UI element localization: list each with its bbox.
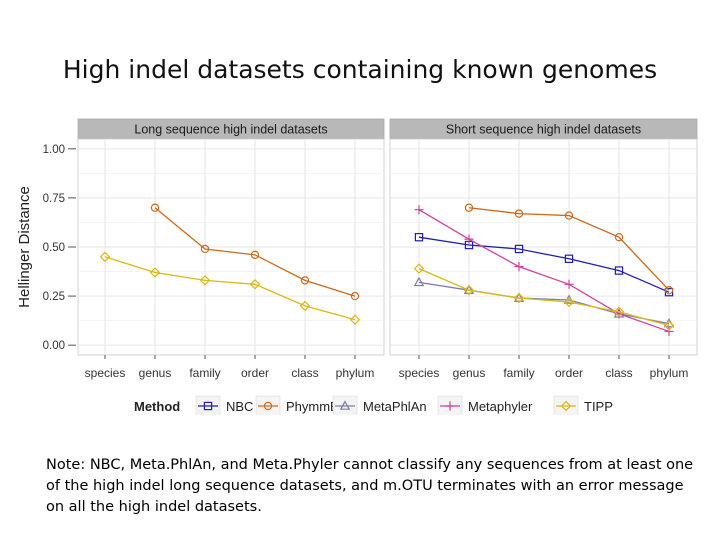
- data-point-phymmbl: [514, 209, 524, 218]
- facet-strip-title: Long sequence high indel datasets: [134, 123, 327, 137]
- series-line-nbc: [418, 236, 670, 293]
- footnote-line-2: of the high indel long sequence datasets…: [46, 478, 684, 494]
- data-point-tipp: [99, 251, 111, 263]
- panel-1: Long sequence high indel datasets species…: [77, 118, 385, 380]
- series-line-metaphyler: [418, 209, 670, 333]
- y-tick-label: 0.25: [43, 291, 65, 303]
- data-point-nbc: [564, 254, 574, 263]
- data-point-phymmbl: [614, 232, 624, 242]
- slide-title: High indel datasets containing known gen…: [62, 55, 658, 84]
- data-point-tipp: [299, 300, 311, 312]
- y-tick-label: 0.75: [43, 193, 65, 205]
- faceted-line-chart: Hellinger Distance 0.00 0.25 0.50 0.75 1.00 Lo…: [16, 118, 698, 415]
- data-point-metaphyler: [664, 326, 674, 337]
- y-tick-label: 0.00: [43, 340, 65, 352]
- y-axis-title: Hellinger Distance: [16, 186, 33, 308]
- data-point-tipp: [413, 263, 425, 274]
- data-point-metaphyler: [564, 279, 574, 289]
- footnote: Note: NBC, Meta.PhlAn, and Meta.Phyler c…: [46, 455, 706, 518]
- data-point-phymmbl: [350, 291, 360, 301]
- x-tick-label: species: [399, 366, 440, 380]
- series-tipp: [413, 263, 675, 331]
- x-tick-label: family: [189, 366, 220, 380]
- data-point-phymmbl: [300, 276, 310, 285]
- footnote-line-1: Note: NBC, Meta.PhlAn, and Meta.Phyler c…: [46, 457, 694, 473]
- x-tick-label: genus: [139, 366, 172, 380]
- x-tick-label: class: [605, 366, 632, 380]
- data-point-tipp: [349, 314, 361, 325]
- facet-strip-title: Short sequence high indel datasets: [446, 123, 641, 137]
- data-point-tipp: [563, 296, 575, 308]
- legend-label: NBC: [226, 399, 253, 414]
- legend-label: TIPP: [584, 399, 613, 414]
- legend-key-marker: [560, 400, 572, 412]
- footnote-line-3: on all the high indel datasets.: [46, 499, 262, 515]
- data-point-phymmbl: [200, 244, 210, 254]
- data-point-tipp: [199, 275, 211, 286]
- series-tipp: [99, 251, 361, 325]
- x-tick-label: species: [85, 366, 126, 380]
- legend-key-marker: [339, 400, 351, 410]
- legend-key-marker: [445, 401, 455, 411]
- data-point-nbc: [414, 232, 424, 242]
- data-point-metaphyler: [464, 234, 474, 244]
- data-point-tipp: [613, 306, 625, 318]
- series-line-tipp: [418, 268, 670, 327]
- series-phymmbl: [150, 203, 360, 301]
- legend-label: MetaPhlAn: [363, 399, 427, 414]
- data-point-tipp: [663, 320, 675, 331]
- data-point-phymmbl: [250, 250, 260, 260]
- data-point-nbc: [514, 244, 524, 254]
- data-point-phymmbl: [664, 285, 674, 295]
- x-tick-label: family: [503, 366, 534, 380]
- panel-2: Short sequence high indel datasets specie…: [389, 118, 698, 380]
- data-point-tipp: [149, 267, 161, 278]
- y-tick-label: 1.00: [43, 144, 65, 156]
- legend-key-marker: [263, 401, 273, 411]
- x-tick-label: phylum: [650, 366, 689, 380]
- data-point-metaphlan: [413, 276, 425, 287]
- legend-key-marker: [203, 401, 213, 411]
- legend-title: Method: [134, 399, 180, 414]
- series-line-phymmbl: [468, 207, 670, 291]
- series-phymmbl: [464, 203, 674, 295]
- legend: Method NBC PhymmBL MetaPhlAn Metaphyler TIPP: [134, 395, 613, 415]
- x-tick-label: phylum: [336, 366, 375, 380]
- data-point-phymmbl: [464, 203, 474, 212]
- series-line-metaphlan: [418, 281, 670, 325]
- y-tick-label: 0.50: [43, 242, 65, 254]
- x-tick-label: genus: [453, 366, 486, 380]
- legend-label: PhymmBL: [286, 399, 346, 414]
- data-point-nbc: [614, 266, 624, 275]
- legend-label: Metaphyler: [468, 399, 533, 414]
- data-point-phymmbl: [564, 211, 574, 220]
- series-line-tipp: [104, 256, 356, 321]
- x-tick-label: order: [241, 366, 269, 380]
- data-point-phymmbl: [150, 203, 160, 212]
- data-point-metaphyler: [414, 205, 424, 215]
- x-tick-label: class: [291, 366, 318, 380]
- data-point-metaphyler: [514, 262, 524, 272]
- data-point-tipp: [463, 284, 475, 296]
- data-point-tipp: [249, 279, 261, 290]
- x-tick-label: order: [555, 366, 583, 380]
- series-line-phymmbl: [154, 207, 356, 297]
- data-point-tipp: [513, 292, 525, 304]
- series-metaphyler: [414, 205, 674, 337]
